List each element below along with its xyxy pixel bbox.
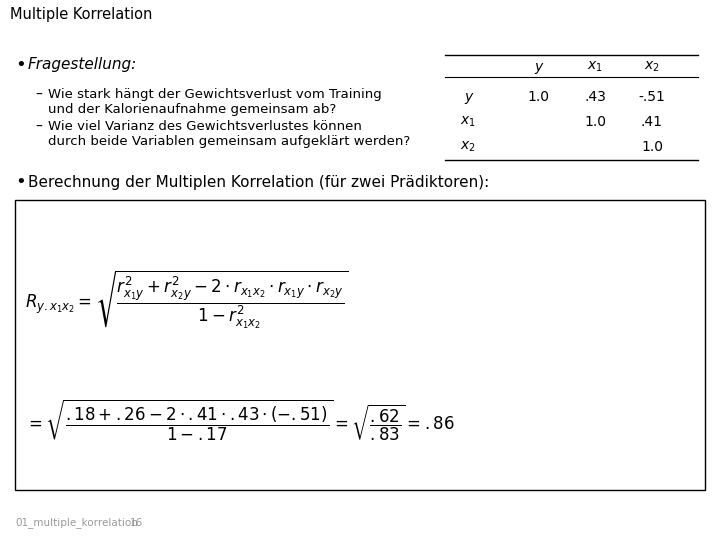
Text: $x_2$: $x_2$: [644, 60, 660, 74]
Text: Multiple Korrelation: Multiple Korrelation: [10, 6, 153, 22]
Text: •: •: [15, 173, 26, 191]
Text: .43: .43: [584, 90, 606, 104]
Text: Fragestellung:: Fragestellung:: [28, 57, 138, 72]
Text: $x_1$: $x_1$: [460, 115, 476, 129]
Text: 01_multiple_korrelation: 01_multiple_korrelation: [15, 517, 138, 529]
Text: Wie viel Varianz des Gewichtsverlustes können: Wie viel Varianz des Gewichtsverlustes k…: [48, 120, 362, 133]
Text: –: –: [35, 88, 42, 102]
Text: $= \sqrt{\dfrac{.18+.26-2\cdot .41\cdot .43\cdot(-.51)}{1-.17}} = \sqrt{\dfrac{.: $= \sqrt{\dfrac{.18+.26-2\cdot .41\cdot …: [25, 397, 454, 443]
Text: $R_{y.x_1x_2} = \sqrt{\dfrac{r^2_{x_1y} + r^2_{x_2y} - 2\cdot r_{x_1x_2}\cdot r_: $R_{y.x_1x_2} = \sqrt{\dfrac{r^2_{x_1y} …: [25, 268, 348, 332]
Text: 16: 16: [130, 518, 143, 528]
FancyBboxPatch shape: [15, 200, 705, 490]
Text: –: –: [35, 120, 42, 134]
Text: $x_1$: $x_1$: [587, 60, 603, 74]
Text: Wie stark hängt der Gewichtsverlust vom Training: Wie stark hängt der Gewichtsverlust vom …: [48, 88, 382, 101]
Text: y: y: [464, 90, 472, 104]
Text: .41: .41: [641, 115, 663, 129]
Text: 1.0: 1.0: [527, 90, 549, 104]
Text: 1.0: 1.0: [584, 115, 606, 129]
Text: -.51: -.51: [639, 90, 665, 104]
Text: Berechnung der Multiplen Korrelation (für zwei Prädiktoren):: Berechnung der Multiplen Korrelation (fü…: [28, 174, 490, 190]
Text: 1.0: 1.0: [641, 140, 663, 154]
Text: durch beide Variablen gemeinsam aufgeklärt werden?: durch beide Variablen gemeinsam aufgeklä…: [48, 135, 410, 148]
Text: •: •: [15, 56, 26, 74]
Text: und der Kalorienaufnahme gemeinsam ab?: und der Kalorienaufnahme gemeinsam ab?: [48, 103, 336, 116]
Text: y: y: [534, 60, 542, 74]
Text: $x_2$: $x_2$: [460, 140, 476, 154]
